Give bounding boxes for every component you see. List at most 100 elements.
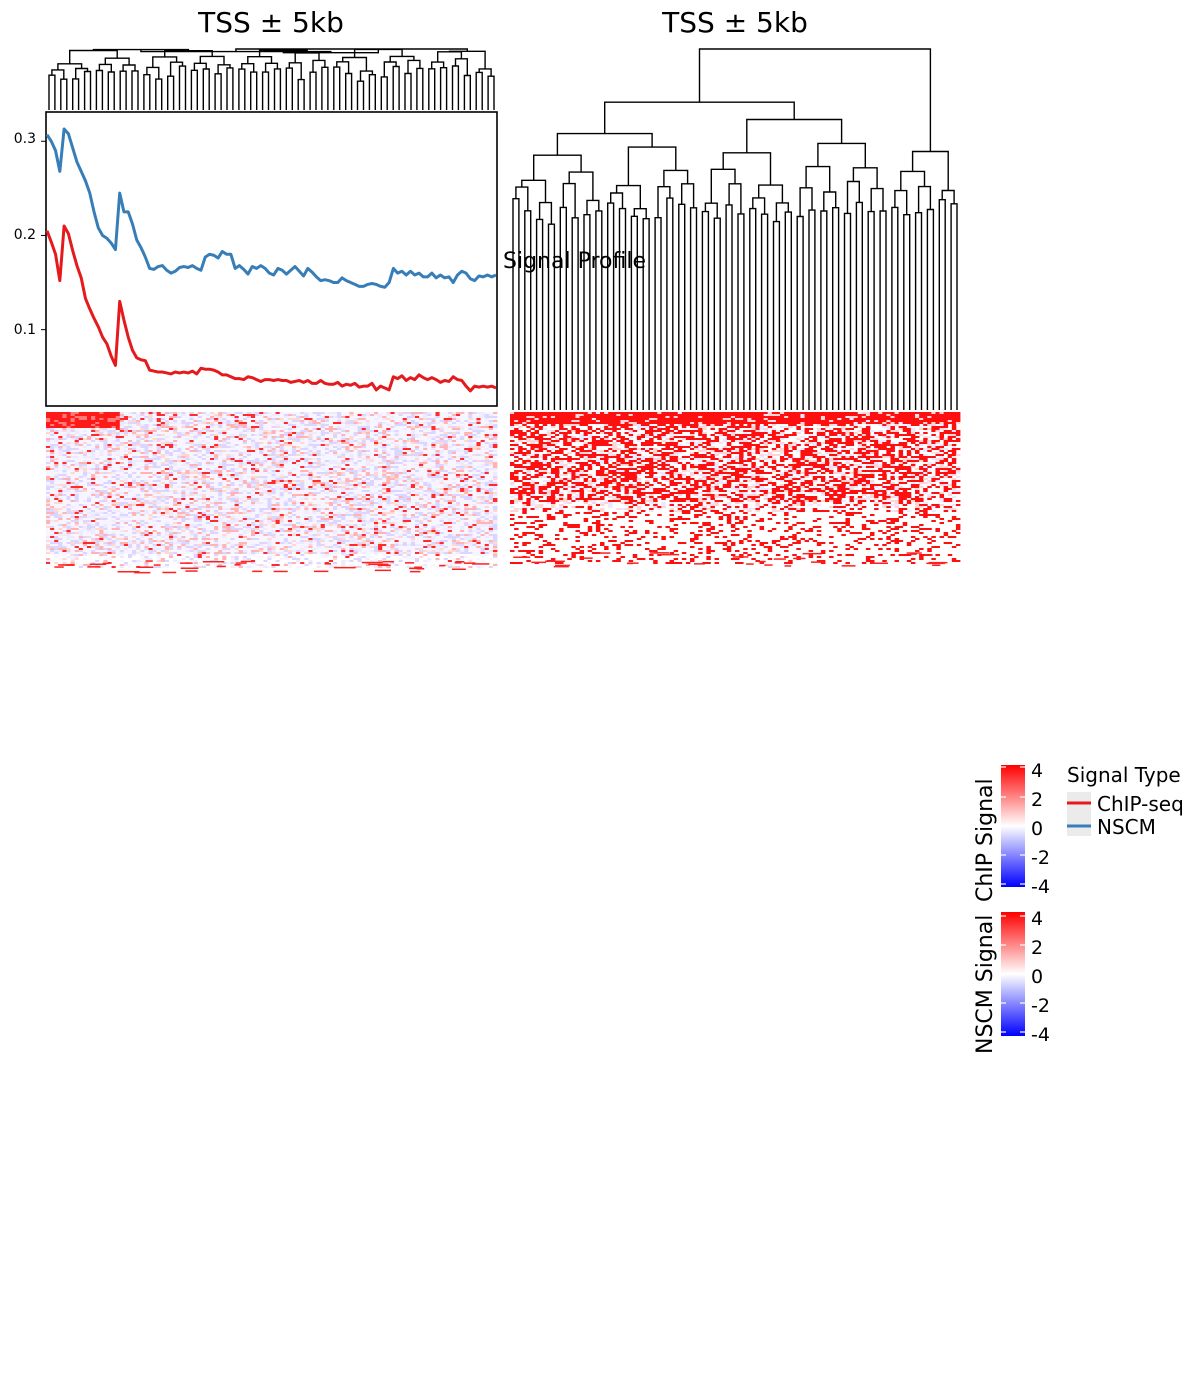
- heat-cell: [267, 468, 272, 470]
- heat-cell: [451, 478, 457, 480]
- heat-cell: [197, 448, 203, 450]
- heat-cell: [140, 492, 145, 494]
- heat-cell: [58, 476, 63, 478]
- heat-cell: [128, 434, 133, 436]
- heat-cell: [103, 480, 108, 482]
- heat-cell: [230, 444, 235, 446]
- heat-cell: [50, 454, 55, 456]
- heat-cell: [144, 412, 149, 414]
- heat-cell: [271, 428, 276, 430]
- heat-cell: [50, 482, 55, 484]
- heat-cell: [378, 468, 383, 470]
- heat-cell: [99, 418, 104, 420]
- heat-cell: [115, 488, 121, 490]
- heat-cell: [246, 424, 252, 426]
- heat-cell: [365, 472, 371, 474]
- heat-cell: [58, 430, 63, 432]
- heat-cell: [103, 468, 108, 470]
- heat-cell: [230, 434, 235, 436]
- heat-cell: [410, 444, 416, 446]
- heat-cell: [54, 424, 59, 426]
- heat-cell: [406, 490, 412, 492]
- heat-cell: [353, 470, 358, 472]
- heat-cell: [103, 412, 108, 414]
- heat-cell: [246, 436, 252, 438]
- heat-cell: [91, 480, 96, 482]
- heat-cell: [488, 500, 494, 502]
- heat-cell: [287, 418, 293, 420]
- heat-cell: [451, 418, 457, 420]
- heat-cell: [87, 484, 92, 486]
- heat-cell: [238, 436, 244, 438]
- heat-cell: [263, 456, 268, 458]
- heat-cell: [95, 418, 100, 420]
- heat-cell: [451, 474, 457, 476]
- heat-cell: [333, 432, 338, 434]
- heat-cell: [324, 466, 330, 468]
- heat-cell: [95, 434, 100, 436]
- heat-cell: [242, 480, 248, 482]
- heat-cell: [271, 432, 276, 434]
- heat-cell: [472, 448, 477, 450]
- heat-cell: [119, 450, 125, 452]
- heat-cell: [333, 468, 338, 470]
- heat-cell: [464, 460, 469, 462]
- heat-cell: [201, 486, 207, 488]
- heat-cell: [390, 416, 395, 418]
- heat-cell: [169, 436, 174, 438]
- heat-cell: [341, 442, 346, 444]
- heat-cell: [123, 450, 129, 452]
- heat-cell: [263, 498, 268, 500]
- heat-cell: [160, 412, 166, 414]
- heat-cell: [443, 464, 449, 466]
- heat-cell: [160, 438, 166, 440]
- heat-cell: [312, 466, 317, 468]
- heat-cell: [234, 478, 240, 480]
- heat-cell: [242, 500, 248, 502]
- heat-cell: [328, 472, 334, 474]
- heat-cell: [74, 488, 80, 490]
- heat-cell: [287, 496, 293, 498]
- heat-cell: [164, 426, 170, 428]
- heat-cell: [132, 430, 137, 432]
- heat-cell: [156, 424, 162, 426]
- heat-cell: [468, 448, 473, 450]
- heat-cell: [140, 478, 145, 480]
- heat-cell: [443, 474, 449, 476]
- heat-cell: [78, 422, 84, 424]
- heat-cell: [316, 496, 322, 498]
- heat-cell: [140, 422, 145, 424]
- heat-cell: [99, 492, 104, 494]
- heat-cell: [78, 426, 84, 428]
- heat-cell: [443, 442, 449, 444]
- heat-cell: [464, 456, 469, 458]
- heat-cell: [193, 480, 199, 482]
- heat-cell: [218, 454, 223, 456]
- heat-cell: [115, 494, 121, 496]
- heat-cell: [99, 494, 104, 496]
- heat-cell: [201, 418, 207, 420]
- heat-cell: [390, 426, 395, 428]
- heat-cell: [275, 480, 281, 482]
- heat-cell: [148, 414, 153, 416]
- heat-cell: [468, 478, 473, 480]
- heat-cell: [132, 500, 137, 502]
- heat-cell: [54, 418, 59, 420]
- heat-cell: [365, 412, 371, 414]
- heat-cell: [378, 442, 383, 444]
- heat-cell: [115, 500, 121, 502]
- heat-cell: [435, 476, 440, 478]
- heat-cell: [160, 490, 166, 492]
- heat-cell: [173, 446, 178, 448]
- heat-cell: [419, 440, 424, 442]
- heat-cell: [480, 432, 486, 434]
- heat-cell: [189, 494, 194, 496]
- heat-cell: [423, 458, 428, 460]
- heat-cell: [353, 438, 358, 440]
- heat-cell: [128, 450, 133, 452]
- heat-cell: [193, 482, 199, 484]
- heat-cell: [472, 422, 477, 424]
- heat-cell: [185, 496, 190, 498]
- heat-cell: [320, 458, 326, 460]
- heat-cell: [185, 494, 190, 496]
